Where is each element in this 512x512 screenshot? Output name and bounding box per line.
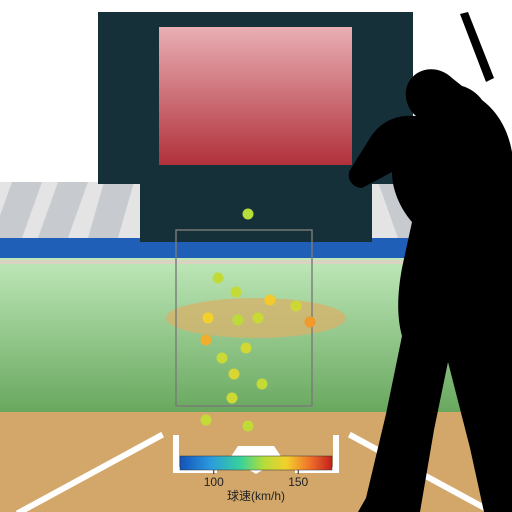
pitch-marker: [305, 317, 316, 328]
colorbar-gradient: [180, 456, 332, 470]
pitch-marker: [203, 313, 214, 324]
scoreboard-screen: [158, 26, 353, 166]
pitch-marker: [241, 343, 252, 354]
pitch-marker: [231, 287, 242, 298]
pitch-location-diagram: 100 150 球速(km/h): [0, 0, 512, 512]
pitch-marker: [257, 379, 268, 390]
colorbar-tick-label: 100: [204, 475, 224, 489]
colorbar-label: 球速(km/h): [227, 489, 285, 503]
pitch-marker: [229, 369, 240, 380]
scoreboard: [98, 12, 413, 242]
pitch-marker: [201, 335, 212, 346]
pitch-marker: [201, 415, 212, 426]
scoreboard-base: [140, 184, 372, 242]
pitch-marker: [217, 353, 228, 364]
colorbar-tick-label: 150: [288, 475, 308, 489]
diagram-svg: 100 150 球速(km/h): [0, 0, 512, 512]
pitch-marker: [253, 313, 264, 324]
pitch-marker: [265, 295, 276, 306]
pitch-marker: [243, 209, 254, 220]
pitch-marker: [291, 301, 302, 312]
pitch-marker: [243, 421, 254, 432]
pitch-marker: [213, 273, 224, 284]
pitch-marker: [227, 393, 238, 404]
pitch-marker: [233, 315, 244, 326]
